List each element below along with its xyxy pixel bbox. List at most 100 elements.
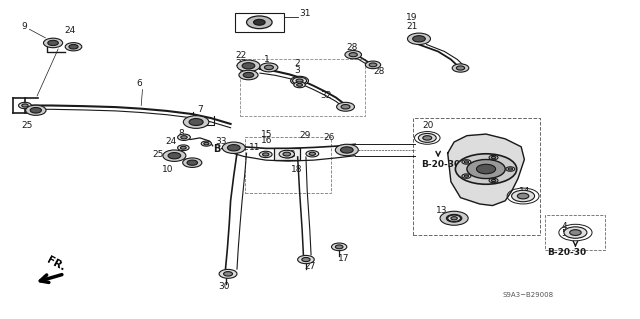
Circle shape bbox=[440, 211, 468, 225]
Text: 13: 13 bbox=[436, 206, 448, 216]
Circle shape bbox=[22, 104, 28, 107]
Text: 27: 27 bbox=[305, 262, 316, 271]
Circle shape bbox=[332, 243, 347, 251]
Circle shape bbox=[451, 217, 458, 220]
Text: 28: 28 bbox=[373, 67, 385, 76]
Circle shape bbox=[180, 136, 187, 139]
Circle shape bbox=[259, 151, 272, 158]
Circle shape bbox=[462, 160, 471, 164]
Circle shape bbox=[506, 167, 515, 171]
Circle shape bbox=[446, 214, 462, 222]
Text: 12: 12 bbox=[285, 150, 296, 159]
Circle shape bbox=[243, 72, 253, 78]
Circle shape bbox=[177, 145, 189, 151]
Circle shape bbox=[517, 193, 529, 199]
Circle shape bbox=[369, 63, 377, 67]
Circle shape bbox=[282, 152, 294, 158]
Circle shape bbox=[413, 36, 426, 42]
Circle shape bbox=[291, 76, 308, 85]
Circle shape bbox=[227, 145, 240, 151]
Circle shape bbox=[222, 142, 245, 153]
Circle shape bbox=[69, 44, 78, 49]
Circle shape bbox=[570, 230, 581, 235]
Text: 11: 11 bbox=[248, 143, 260, 152]
Circle shape bbox=[489, 178, 498, 183]
Text: 8: 8 bbox=[178, 129, 184, 138]
Circle shape bbox=[163, 150, 186, 161]
Circle shape bbox=[492, 156, 496, 159]
Circle shape bbox=[201, 141, 211, 146]
Text: 31: 31 bbox=[299, 9, 310, 18]
Text: 1: 1 bbox=[264, 55, 269, 64]
Circle shape bbox=[365, 61, 381, 69]
Text: 3: 3 bbox=[294, 66, 300, 75]
Circle shape bbox=[262, 153, 269, 156]
Text: 25: 25 bbox=[152, 150, 163, 159]
Circle shape bbox=[295, 78, 304, 83]
Circle shape bbox=[297, 84, 303, 86]
FancyBboxPatch shape bbox=[413, 118, 540, 235]
Text: 14: 14 bbox=[519, 187, 531, 196]
Text: 9: 9 bbox=[21, 22, 27, 31]
Circle shape bbox=[283, 152, 291, 156]
FancyBboxPatch shape bbox=[545, 215, 605, 250]
Text: 33: 33 bbox=[215, 137, 227, 146]
Circle shape bbox=[298, 256, 314, 264]
Text: 20: 20 bbox=[422, 121, 433, 130]
Polygon shape bbox=[448, 134, 524, 205]
Circle shape bbox=[187, 160, 198, 165]
Bar bbox=[235, 13, 284, 32]
Circle shape bbox=[340, 147, 353, 153]
Text: FR.: FR. bbox=[45, 255, 67, 273]
Circle shape bbox=[204, 142, 209, 145]
Circle shape bbox=[48, 40, 58, 46]
Circle shape bbox=[337, 102, 355, 111]
Circle shape bbox=[456, 154, 516, 184]
Circle shape bbox=[508, 168, 513, 170]
Text: 5: 5 bbox=[561, 229, 567, 238]
Text: 19: 19 bbox=[406, 13, 418, 22]
Circle shape bbox=[423, 136, 432, 140]
Text: 16: 16 bbox=[261, 136, 273, 145]
Circle shape bbox=[260, 63, 278, 72]
Circle shape bbox=[306, 151, 319, 157]
Circle shape bbox=[242, 63, 255, 69]
Circle shape bbox=[419, 133, 436, 142]
Circle shape bbox=[246, 16, 272, 29]
Circle shape bbox=[182, 158, 202, 167]
Circle shape bbox=[511, 190, 534, 202]
Text: 6: 6 bbox=[137, 79, 143, 88]
Text: 21: 21 bbox=[406, 22, 417, 31]
Circle shape bbox=[464, 161, 468, 163]
Circle shape bbox=[30, 108, 42, 113]
Text: 24: 24 bbox=[65, 26, 76, 35]
Circle shape bbox=[285, 153, 291, 156]
Circle shape bbox=[492, 179, 496, 182]
Circle shape bbox=[237, 60, 260, 71]
Circle shape bbox=[349, 53, 357, 57]
Circle shape bbox=[44, 38, 63, 48]
Circle shape bbox=[264, 65, 273, 70]
Text: 4: 4 bbox=[561, 222, 567, 231]
Text: B-30: B-30 bbox=[212, 144, 237, 154]
Circle shape bbox=[408, 33, 431, 45]
Circle shape bbox=[341, 105, 350, 109]
Text: B-20-30: B-20-30 bbox=[421, 160, 460, 169]
Text: 18: 18 bbox=[291, 165, 303, 174]
Circle shape bbox=[464, 175, 468, 177]
Text: 30: 30 bbox=[218, 282, 229, 291]
Text: S9A3−B29008: S9A3−B29008 bbox=[502, 292, 553, 298]
Circle shape bbox=[239, 70, 258, 80]
Text: 29: 29 bbox=[300, 131, 311, 140]
Text: 24: 24 bbox=[166, 137, 177, 146]
Circle shape bbox=[65, 43, 82, 51]
Circle shape bbox=[452, 64, 468, 72]
Text: 32: 32 bbox=[320, 91, 332, 100]
Circle shape bbox=[309, 152, 316, 155]
Circle shape bbox=[335, 245, 343, 249]
Text: 25: 25 bbox=[21, 121, 33, 130]
Text: 17: 17 bbox=[338, 254, 349, 263]
Circle shape bbox=[294, 82, 305, 88]
Circle shape bbox=[253, 19, 265, 25]
Circle shape bbox=[456, 66, 465, 70]
